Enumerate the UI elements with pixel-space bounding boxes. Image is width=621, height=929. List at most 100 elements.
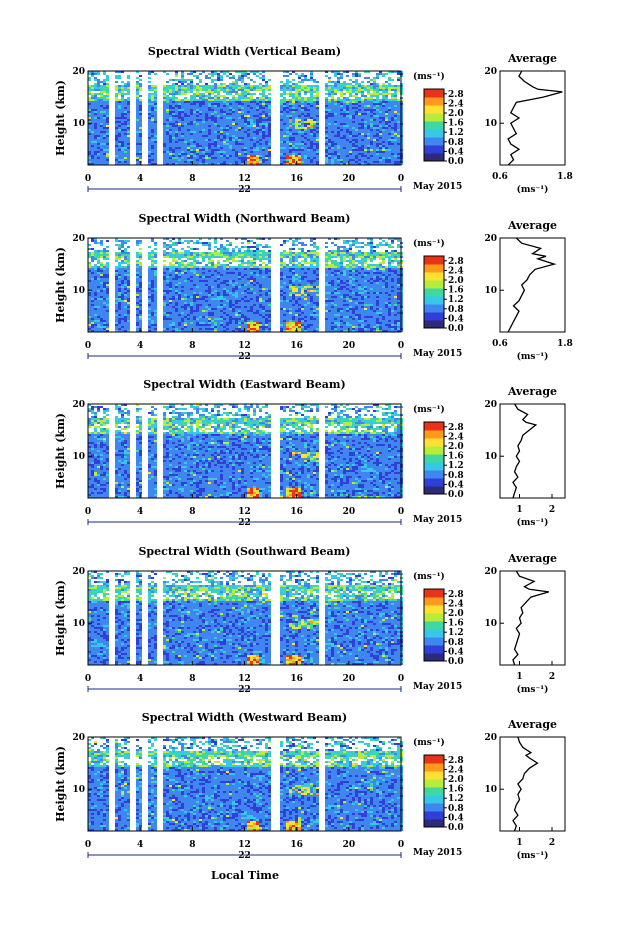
heatmap-cell: [229, 157, 232, 159]
heatmap-cell: [340, 95, 343, 97]
heatmap-cell: [268, 93, 271, 95]
heatmap-cell: [100, 109, 103, 111]
heatmap-cell: [358, 119, 361, 121]
heatmap-cell: [331, 129, 334, 131]
heatmap-cell: [370, 107, 373, 109]
heatmap-cell: [106, 117, 109, 119]
heatmap-cell: [244, 73, 247, 75]
heatmap-cell: [361, 125, 364, 127]
heatmap-cell: [352, 91, 355, 93]
heatmap-cell: [283, 131, 286, 133]
heatmap-cell: [379, 163, 382, 165]
heatmap-cell: [184, 159, 187, 161]
heatmap-cell: [187, 149, 190, 151]
heatmap-cell: [355, 161, 358, 163]
heatmap-cell: [256, 155, 259, 157]
heatmap-cell: [175, 99, 178, 101]
heatmap-cell: [235, 141, 238, 143]
heatmap-cell: [283, 153, 286, 155]
heatmap-cell: [208, 252, 211, 254]
heatmap-cell: [214, 143, 217, 145]
heatmap-cell: [178, 111, 181, 113]
heatmap-cell: [337, 157, 340, 159]
heatmap-cell: [256, 119, 259, 121]
heatmap-cell: [265, 125, 268, 127]
heatmap-cell: [385, 137, 388, 139]
heatmap-cell: [220, 77, 223, 79]
heatmap-cell: [121, 153, 124, 155]
heatmap-cell: [139, 143, 142, 145]
heatmap-cell: [265, 123, 268, 125]
heatmap-cell: [115, 119, 118, 121]
heatmap-cell: [118, 117, 121, 119]
heatmap-cell: [226, 248, 229, 250]
heatmap-cell: [352, 133, 355, 135]
heatmap-cell: [223, 147, 226, 149]
heatmap-cell: [253, 149, 256, 151]
heatmap-cell: [289, 85, 292, 87]
heatmap-cell: [118, 89, 121, 91]
heatmap-cell: [172, 131, 175, 133]
heatmap-cell: [187, 113, 190, 115]
heatmap-cell: [220, 135, 223, 137]
heatmap-cell: [304, 137, 307, 139]
heatmap-cell: [241, 143, 244, 145]
heatmap-cell: [244, 125, 247, 127]
heatmap-cell: [346, 107, 349, 109]
heatmap-cell: [169, 121, 172, 123]
heatmap-cell: [310, 129, 313, 131]
heatmap-cell: [97, 272, 100, 274]
heatmap-cell: [310, 153, 313, 155]
heatmap-cell: [370, 264, 373, 266]
heatmap-cell: [295, 256, 298, 258]
heatmap-cell: [301, 143, 304, 145]
heatmap-cell: [214, 159, 217, 161]
heatmap-cell: [397, 111, 400, 113]
heatmap-cell: [100, 95, 103, 97]
heatmap-cell: [151, 103, 154, 105]
heatmap-cell: [202, 151, 205, 153]
heatmap-cell: [196, 270, 199, 272]
heatmap-cell: [250, 250, 253, 252]
heatmap-cell: [379, 107, 382, 109]
heatmap-cell: [91, 89, 94, 91]
heatmap-cell: [337, 147, 340, 149]
heatmap-cell: [379, 101, 382, 103]
heatmap-cell: [295, 159, 298, 161]
heatmap-cell: [358, 87, 361, 89]
heatmap-cell: [202, 123, 205, 125]
heatmap-cell: [193, 141, 196, 143]
heatmap-cell: [91, 93, 94, 95]
heatmap-cell: [136, 103, 139, 105]
heatmap-cell: [358, 113, 361, 115]
heatmap-cell: [238, 163, 241, 165]
heatmap-cell: [208, 244, 211, 246]
heatmap-cell: [139, 85, 142, 87]
heatmap-cell: [289, 258, 292, 260]
heatmap-cell: [187, 123, 190, 125]
heatmap-cell: [229, 117, 232, 119]
heatmap-cell: [91, 121, 94, 123]
heatmap-cell: [349, 113, 352, 115]
heatmap-cell: [376, 135, 379, 137]
heatmap-cell: [121, 129, 124, 131]
heatmap-cell: [217, 139, 220, 141]
heatmap-cell: [118, 125, 121, 127]
heatmap-cell: [253, 145, 256, 147]
heatmap-cell: [172, 238, 175, 240]
heatmap-cell: [199, 262, 202, 264]
heatmap-cell: [226, 256, 229, 258]
heatmap-cell: [217, 111, 220, 113]
heatmap-cell: [172, 133, 175, 135]
heatmap-cell: [163, 256, 166, 258]
heatmap-cell: [310, 95, 313, 97]
heatmap-cell: [283, 99, 286, 101]
heatmap-cell: [148, 163, 151, 165]
heatmap-cell: [307, 133, 310, 135]
heatmap-cell: [151, 254, 154, 256]
heatmap-cell: [355, 91, 358, 93]
heatmap-cell: [181, 109, 184, 111]
heatmap-cell: [205, 129, 208, 131]
heatmap-cell: [313, 155, 316, 157]
heatmap-cell: [103, 145, 106, 147]
